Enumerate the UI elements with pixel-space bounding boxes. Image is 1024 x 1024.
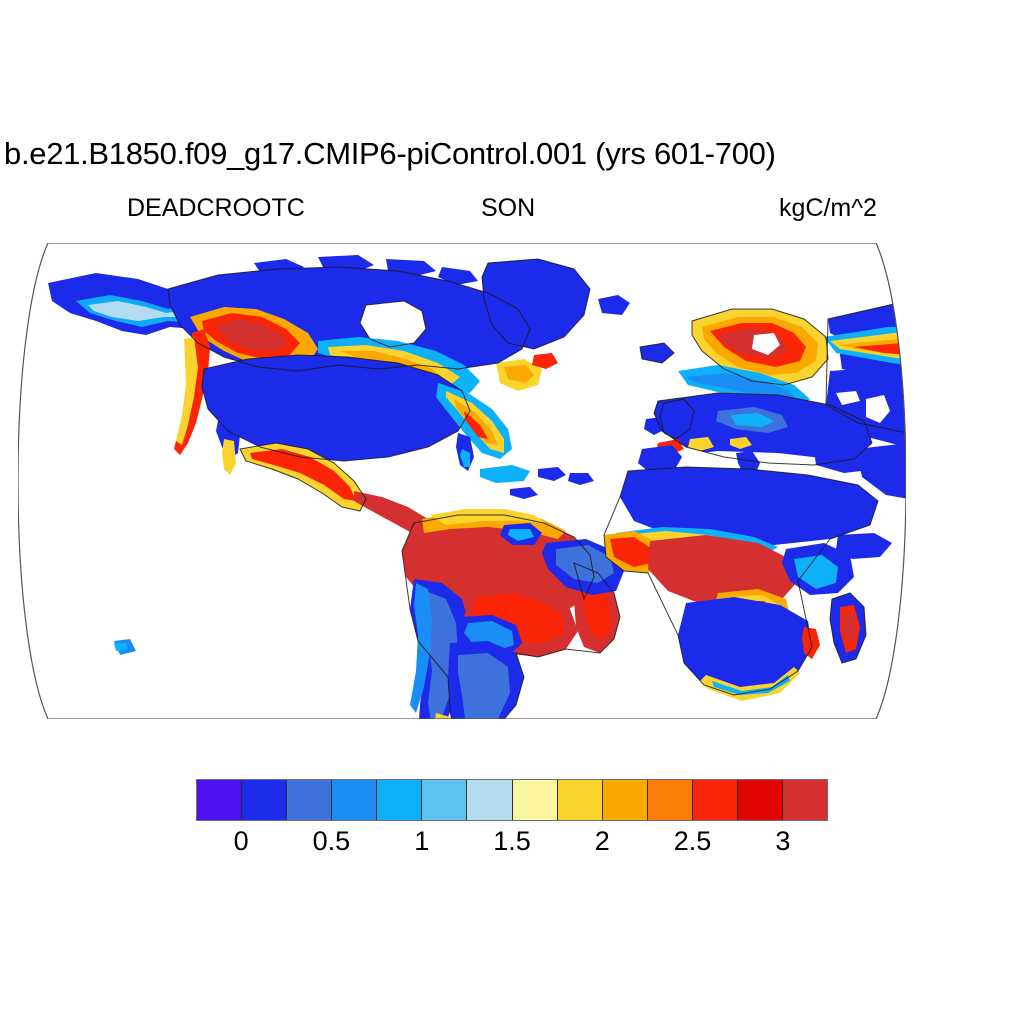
- map-frame-outline: [18, 243, 906, 719]
- colorbar-cell-2: [287, 780, 333, 820]
- colorbar-cell-6: [467, 780, 513, 820]
- colorbar-tick-0: 0: [233, 826, 249, 856]
- colorbar-tick-2.5: 2.5: [673, 826, 712, 856]
- colorbar-cell-7: [512, 780, 558, 820]
- colorbar-cell-0: [197, 780, 243, 820]
- colorbar-tick-3: 3: [775, 826, 791, 856]
- colorbar-tick-2: 2: [594, 826, 610, 856]
- world-map: [18, 243, 906, 719]
- colorbar-cell-13: [783, 780, 828, 820]
- colorbar-cell-11: [692, 780, 738, 820]
- colorbar-cell-10: [647, 780, 693, 820]
- colorbar-cell-3: [332, 780, 378, 820]
- colorbar-cell-12: [737, 780, 784, 820]
- colorbar-tick-1: 1: [414, 826, 430, 856]
- colorbar-cell-4: [377, 780, 423, 820]
- subtitle-row: DEADCROOTC SON kgC/m^2: [0, 193, 1024, 225]
- units-label: kgC/m^2: [779, 194, 877, 222]
- page-title: b.e21.B1850.f09_g17.CMIP6-piControl.001 …: [4, 136, 776, 171]
- colorbar-cell-9: [602, 780, 648, 820]
- map-plot-area: [18, 243, 906, 719]
- colorbar-tick-labels: 0 0.5 1 1.5 2 2.5 3: [196, 825, 828, 859]
- colorbar: [196, 779, 828, 821]
- colorbar-tick-0.5: 0.5: [312, 826, 351, 856]
- colorbar-cell-8: [557, 780, 603, 820]
- season-label: SON: [481, 194, 536, 222]
- variable-label: DEADCROOTC: [127, 194, 305, 222]
- colorbar-cells: [196, 779, 828, 821]
- colorbar-cell-5: [422, 780, 468, 820]
- colorbar-tick-1.5: 1.5: [493, 826, 531, 856]
- colorbar-cell-1: [242, 780, 288, 820]
